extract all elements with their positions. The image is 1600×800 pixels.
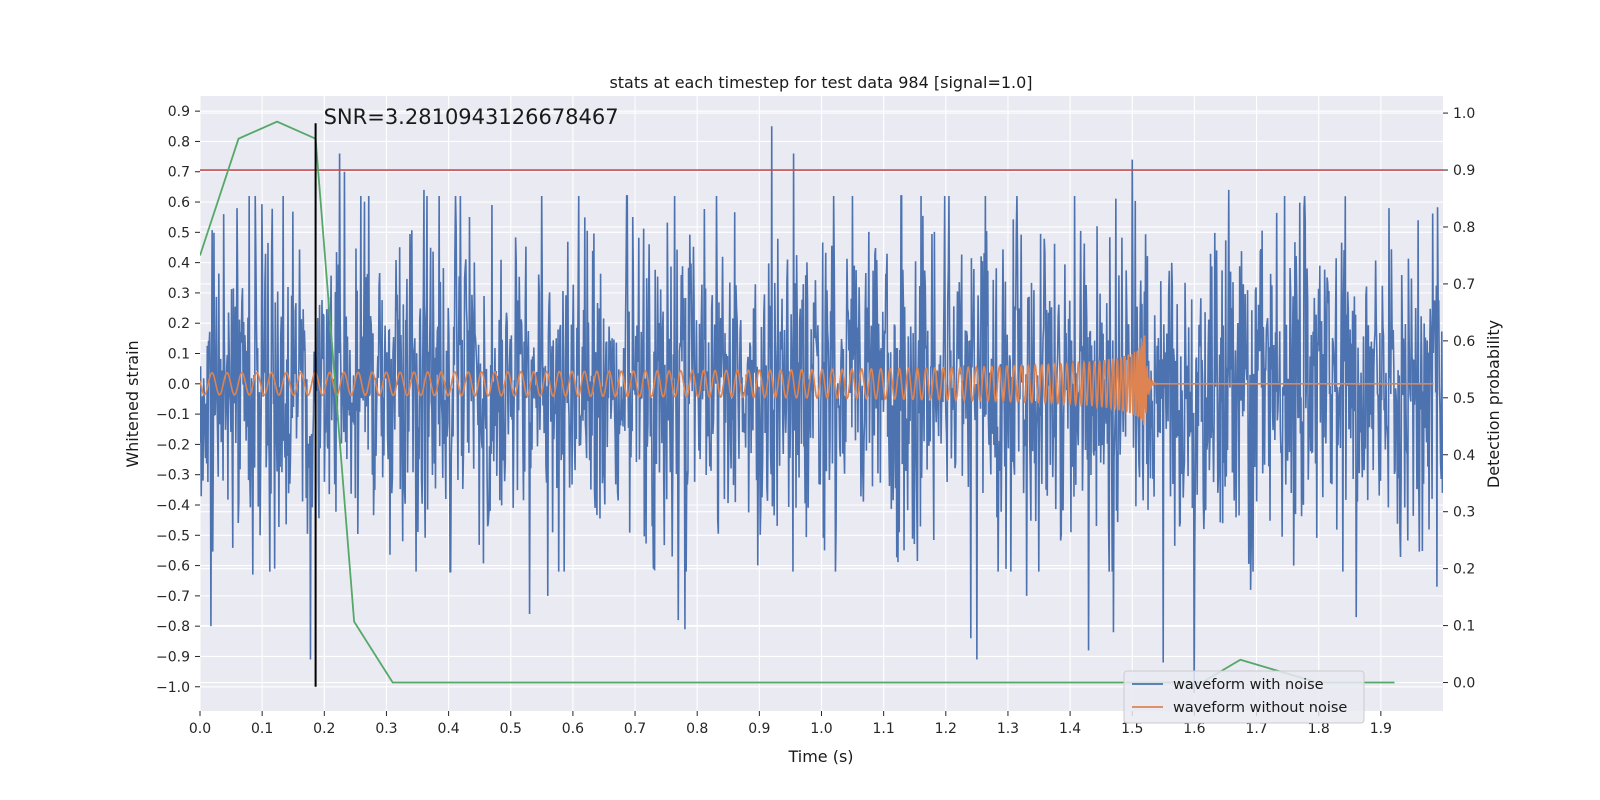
x-axis-title: Time (s)	[787, 747, 853, 766]
x-tick-label: 0.6	[562, 721, 584, 737]
x-tick-label: 1.8	[1308, 721, 1330, 737]
y-left-tick-label: −0.8	[156, 619, 190, 635]
series-waveform-with-noise	[200, 126, 1443, 693]
y-left-tick-label: −0.5	[156, 528, 190, 544]
x-tick-label: 1.1	[873, 721, 895, 737]
legend-label-noise: waveform with noise	[1173, 677, 1324, 693]
x-tick-label: 1.7	[1245, 721, 1267, 737]
x-tick-label: 1.6	[1183, 721, 1205, 737]
y-left-tick-label: 0.6	[168, 195, 190, 211]
x-tick-label: 1.2	[935, 721, 957, 737]
y-left-tick-label: 0.9	[168, 104, 190, 120]
x-tick-label: 0.5	[500, 721, 522, 737]
y-axis-right: 1.0 0.9 0.8 0.7 0.6 0.5 0.4 0.3 0.2 0.1 0.0	[1443, 106, 1475, 692]
y-left-tick-label: 0.8	[168, 134, 190, 150]
y-left-tick-label: −0.6	[156, 559, 190, 575]
y-right-tick-label: 0.0	[1453, 676, 1475, 692]
chart-title: stats at each timestep for test data 984…	[609, 73, 1032, 92]
x-axis: 0.0 0.1 0.2 0.3 0.4 0.5 0.6 0.7 0.8 0.9 1.0 1.1 1.2 1…	[189, 711, 1392, 737]
x-tick-label: 0.7	[624, 721, 646, 737]
y-left-tick-label: 0.5	[168, 225, 190, 241]
y-right-tick-label: 0.1	[1453, 619, 1475, 635]
x-tick-label: 0.9	[748, 721, 770, 737]
x-tick-label: 1.0	[810, 721, 832, 737]
y-left-tick-label: −0.3	[156, 468, 190, 484]
y-right-tick-label: 1.0	[1453, 106, 1475, 122]
y-right-tick-label: 0.2	[1453, 562, 1475, 578]
y-right-tick-label: 0.9	[1453, 163, 1475, 179]
y-left-tick-label: 0.7	[168, 165, 190, 181]
y-left-tick-label: −0.4	[156, 498, 190, 514]
x-tick-label: 1.3	[997, 721, 1019, 737]
x-tick-label: 1.4	[1059, 721, 1081, 737]
x-tick-label: 0.8	[686, 721, 708, 737]
y-left-tick-label: 0.3	[168, 286, 190, 302]
y-right-tick-label: 0.5	[1453, 391, 1475, 407]
snr-annotation: SNR=3.2810943126678467	[324, 105, 619, 129]
x-tick-label: 0.1	[251, 721, 273, 737]
y-axis-right-title: Detection probability	[1484, 320, 1503, 488]
y-left-tick-label: −0.7	[156, 589, 190, 605]
x-tick-label: 0.2	[313, 721, 335, 737]
y-left-tick-label: 0.1	[168, 347, 190, 363]
y-left-tick-label: −0.2	[156, 437, 190, 453]
y-axis-left: 0.9 0.8 0.7 0.6 0.5 0.4 0.3 0.2 0.1 0.0 −0.1 −0.2 −0…	[156, 104, 200, 696]
y-right-tick-label: 0.8	[1453, 220, 1475, 236]
y-right-tick-label: 0.7	[1453, 277, 1475, 293]
legend-label-clean: waveform without noise	[1173, 700, 1347, 716]
y-left-tick-label: −1.0	[156, 680, 190, 696]
y-left-tick-label: 0.0	[168, 377, 190, 393]
y-right-tick-label: 0.3	[1453, 505, 1475, 521]
x-tick-label: 1.9	[1370, 721, 1392, 737]
x-tick-label: 1.5	[1121, 721, 1143, 737]
series-waveform-without-noise	[200, 335, 1434, 425]
legend-box	[1123, 670, 1365, 724]
y-left-tick-label: 0.2	[168, 316, 190, 332]
x-tick-label: 0.3	[375, 721, 397, 737]
legend: waveform with noise waveform without noi…	[1123, 670, 1365, 724]
x-tick-label: 0.0	[189, 721, 211, 737]
y-left-tick-label: −0.9	[156, 649, 190, 665]
y-left-tick-label: 0.4	[168, 256, 190, 272]
x-tick-label: 0.4	[437, 721, 459, 737]
y-right-tick-label: 0.4	[1453, 448, 1475, 464]
y-right-tick-label: 0.6	[1453, 334, 1475, 350]
y-left-tick-label: −0.1	[156, 407, 190, 423]
y-axis-left-title: Whitened strain	[123, 340, 142, 467]
